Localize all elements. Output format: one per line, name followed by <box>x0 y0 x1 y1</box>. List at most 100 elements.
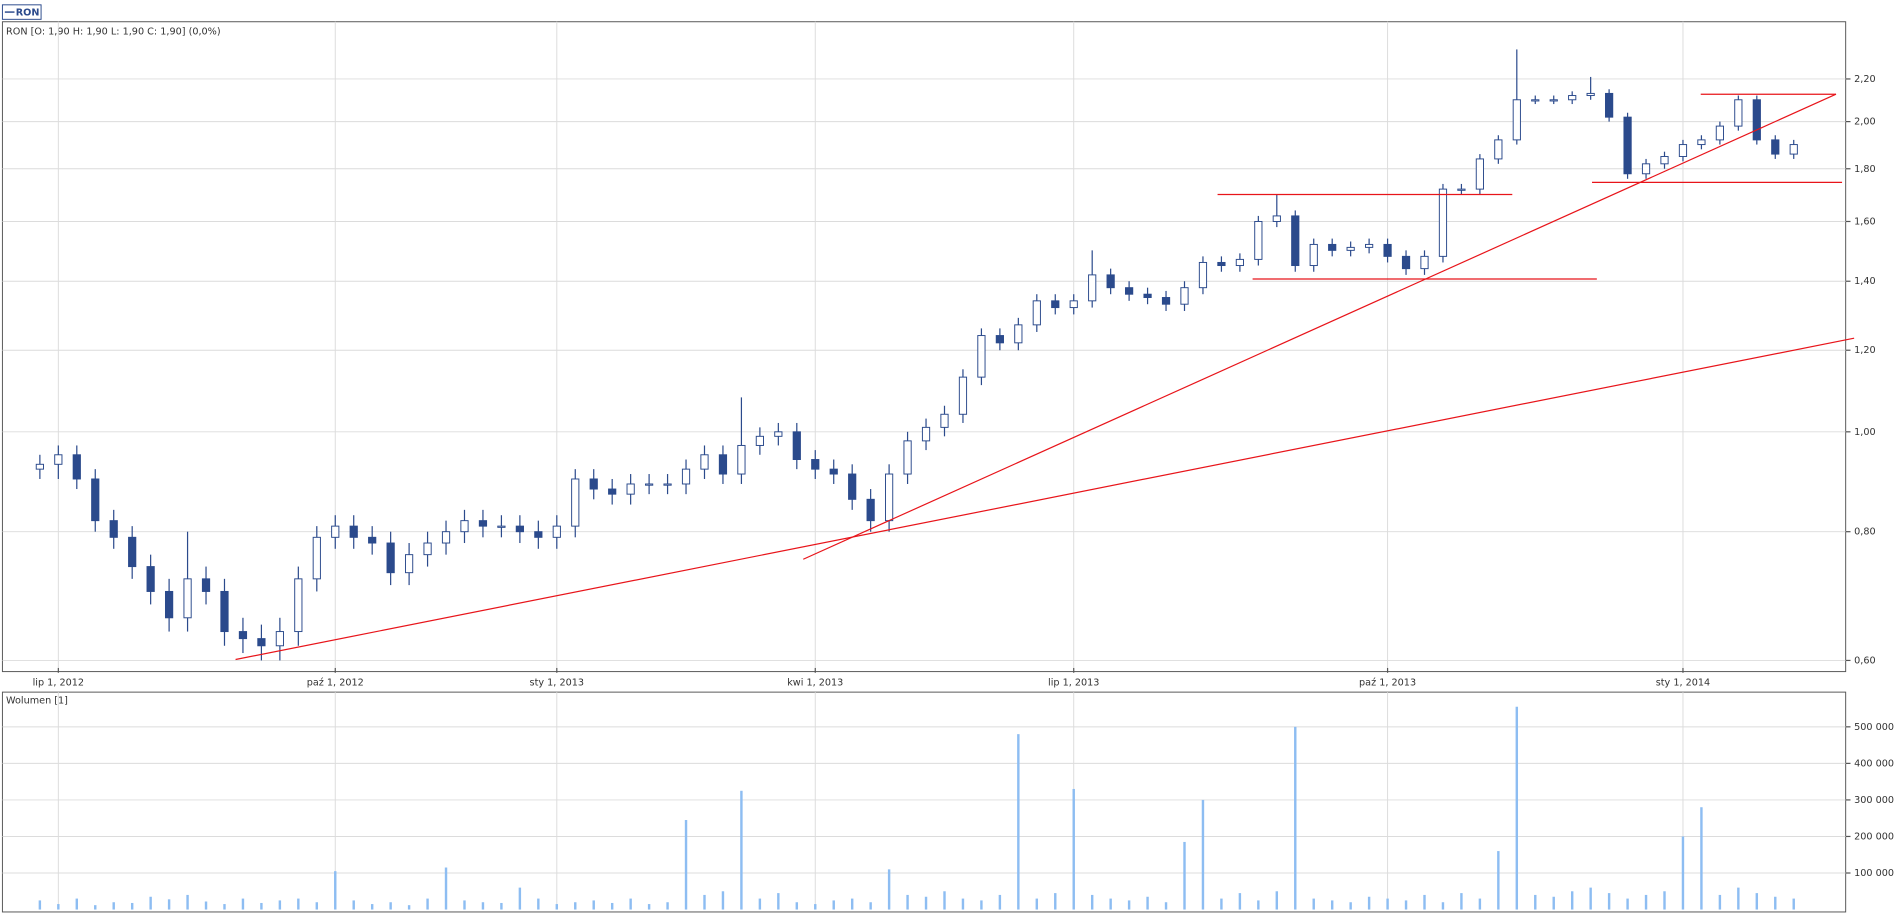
candle-body <box>1623 116 1632 175</box>
volume-bar <box>1367 896 1371 910</box>
volume-bar <box>1017 734 1020 910</box>
candle-body <box>681 468 691 485</box>
volume-bar <box>186 894 189 910</box>
x-tick-label: sty 1, 2014 <box>1656 677 1710 688</box>
candle-body <box>1180 287 1189 305</box>
candle-body <box>404 554 414 574</box>
candle-body <box>885 473 894 522</box>
volume-bar <box>1183 841 1186 910</box>
volume-bar <box>1755 893 1759 910</box>
candle-body <box>811 459 820 470</box>
x-tick-label: kwi 1, 2013 <box>787 677 843 688</box>
volume-bar <box>924 896 928 910</box>
volume-bar <box>795 902 799 910</box>
candle-body <box>940 413 949 428</box>
volume-bar <box>1497 851 1500 910</box>
volume-bar <box>610 902 614 910</box>
candle-body <box>128 536 137 568</box>
candle-body <box>54 454 63 465</box>
volume-bar <box>130 902 134 910</box>
x-tick-label: lip 1, 2013 <box>1048 677 1099 688</box>
marks: lip 1, 2012 paź 1, 2012 sty 1, 2013 kwi 1, … <box>33 49 1894 910</box>
candle-body <box>1438 188 1448 257</box>
y-tick-label: 1,60 <box>1854 216 1876 227</box>
volume-bar <box>426 898 429 910</box>
candle-body <box>792 431 801 461</box>
volume-bar <box>1737 887 1740 910</box>
volume-bar <box>1257 900 1260 910</box>
legend-box[interactable] <box>1 4 42 20</box>
candle-body <box>1217 261 1226 267</box>
candle-body <box>1641 163 1651 175</box>
candle-body <box>1088 274 1097 302</box>
candle-body <box>995 335 1004 344</box>
volume-bar <box>1220 898 1223 910</box>
y-tick-label: 100 000 <box>1854 868 1894 879</box>
volume-bar <box>537 898 540 910</box>
volume-bar <box>1478 898 1482 910</box>
volume-bar <box>1700 807 1703 910</box>
volume-bar <box>1404 900 1408 910</box>
volume-bar <box>352 900 355 910</box>
candle-body <box>386 542 395 574</box>
volume-bar <box>1146 896 1149 910</box>
volume-bar <box>887 869 891 910</box>
volume-bar <box>1238 893 1242 910</box>
volume-bar <box>1127 900 1131 910</box>
legend-label[interactable]: RON <box>16 8 40 19</box>
volume-bar <box>1386 898 1389 910</box>
volume-bar <box>666 902 669 910</box>
volume-bar <box>1607 893 1611 910</box>
candle-body <box>1420 255 1429 270</box>
volume-bar <box>38 900 42 910</box>
candle-body <box>1198 261 1208 289</box>
candle-body <box>1291 215 1300 267</box>
volume-bar <box>629 898 632 910</box>
x-tick-label: paź 1, 2013 <box>1359 676 1416 688</box>
candle-body <box>848 473 857 500</box>
volume-bar <box>1090 894 1094 910</box>
volume-bar <box>1275 891 1279 910</box>
volume-bar <box>1035 898 1039 910</box>
volume-bar <box>1570 891 1574 910</box>
volume-bar <box>1054 893 1057 910</box>
candle-body <box>958 376 968 415</box>
candle-body <box>1752 99 1761 141</box>
y-tick-label: 1,20 <box>1854 345 1876 356</box>
candle-body <box>1568 95 1577 101</box>
volume-bar <box>481 902 485 910</box>
volume-panel <box>1 691 1847 913</box>
candle-body <box>737 444 746 475</box>
candle-body <box>478 520 488 527</box>
candle-body <box>497 525 506 528</box>
volume-bar <box>278 900 282 910</box>
y-tick-label: 1,80 <box>1854 164 1876 175</box>
candle-body <box>349 525 358 538</box>
candle-body <box>331 525 340 538</box>
candle-body <box>571 478 580 527</box>
volume-bar <box>389 902 392 910</box>
candle-body <box>1549 99 1558 102</box>
candle-body <box>1715 125 1724 141</box>
volume-bar <box>167 899 171 910</box>
volume-bar <box>1330 900 1334 910</box>
volume-bar <box>1626 898 1629 910</box>
volume-bar <box>1460 893 1463 910</box>
candle-body <box>1032 300 1041 326</box>
x-tick-label: lip 1, 2012 <box>33 677 84 688</box>
candle-body <box>608 488 617 495</box>
volume-bar <box>204 901 208 910</box>
volume-bar <box>850 898 854 910</box>
volume-bar <box>241 898 245 910</box>
candle-body <box>91 478 100 522</box>
y-tick-label: 300 000 <box>1854 795 1894 806</box>
volume-bar <box>1644 894 1648 910</box>
volume-bar <box>518 887 522 910</box>
candle-body <box>1346 246 1355 251</box>
candle-body <box>1069 300 1078 309</box>
volume-bar <box>1681 836 1685 910</box>
candle-body <box>72 454 81 480</box>
volume-bar <box>758 898 762 910</box>
candle-body <box>1512 99 1521 141</box>
volume-bar <box>260 902 263 910</box>
